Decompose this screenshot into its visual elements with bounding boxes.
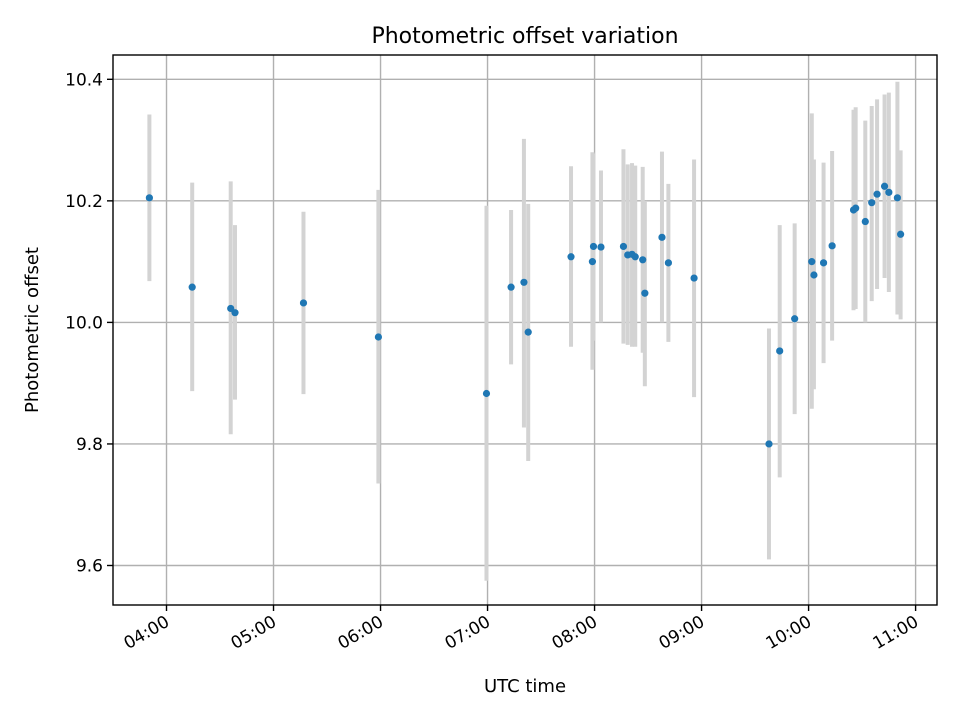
x-tick-label: 11:00	[870, 612, 922, 654]
x-tick-label: 09:00	[656, 612, 708, 654]
data-point	[188, 283, 196, 291]
data-point	[880, 182, 889, 190]
data-point	[374, 333, 382, 341]
data-point	[765, 440, 773, 448]
data-point	[641, 289, 649, 297]
x-tick-label: 10:00	[763, 612, 815, 654]
data-point	[619, 242, 628, 251]
data-points	[145, 182, 905, 448]
data-point	[664, 259, 672, 267]
x-tick-label: 05:00	[228, 612, 280, 654]
y-axis-label: Photometric offset	[22, 247, 43, 413]
data-point	[897, 230, 905, 238]
x-tick-label: 08:00	[549, 612, 601, 654]
data-point	[852, 204, 860, 212]
data-point	[791, 315, 799, 323]
data-point	[828, 242, 836, 250]
y-tick-label: 10.4	[65, 70, 103, 90]
data-point	[597, 243, 605, 251]
data-point	[231, 309, 239, 317]
data-point	[690, 274, 698, 282]
data-point	[631, 253, 639, 261]
y-axis-ticks: 9.6 9.8 10.0 10.2 10.4	[65, 70, 113, 576]
plot-frame	[112, 54, 938, 606]
y-tick-label: 9.6	[76, 556, 103, 576]
data-point	[588, 258, 597, 266]
x-axis-ticks: 04:00 05:00 06:00 07:00 08:00 09:00 10:00 11:00	[121, 605, 922, 654]
y-tick-label: 9.8	[76, 435, 103, 455]
x-tick-label: 04:00	[121, 612, 173, 654]
data-point	[808, 258, 816, 266]
data-point	[520, 278, 528, 286]
data-point	[873, 190, 881, 198]
data-point	[639, 256, 647, 264]
data-point	[145, 194, 153, 202]
data-point	[893, 194, 902, 202]
y-tick-label: 10.2	[65, 192, 103, 212]
data-point	[567, 253, 575, 261]
data-point	[885, 188, 893, 196]
chart-title: Photometric offset variation	[371, 24, 678, 49]
x-tick-label: 06:00	[335, 612, 387, 654]
data-point	[868, 199, 876, 207]
data-point	[482, 389, 491, 398]
data-point	[524, 328, 532, 336]
data-point	[776, 347, 784, 355]
x-axis-label: UTC time	[484, 676, 566, 697]
y-tick-label: 10.0	[65, 313, 103, 333]
x-tick-label: 07:00	[442, 612, 494, 654]
data-point	[299, 299, 308, 307]
data-point	[589, 242, 598, 251]
data-point	[658, 233, 666, 241]
data-point	[861, 217, 869, 226]
data-point	[507, 283, 515, 291]
data-point	[810, 271, 818, 279]
data-point	[819, 259, 828, 267]
